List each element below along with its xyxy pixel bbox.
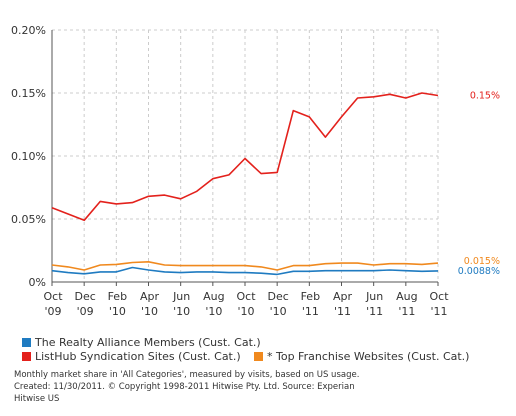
x-tick-label-year: '10 — [270, 305, 287, 318]
x-tick-label: Feb — [108, 290, 127, 303]
x-tick-label: Aug — [203, 290, 224, 303]
x-tick-label-year: '10 — [109, 305, 126, 318]
y-tick-label: 0.10% — [11, 150, 46, 163]
legend-label-franchise: * Top Franchise Websites (Cust. Cat.) — [267, 350, 470, 363]
x-tick-label: Oct — [43, 290, 63, 303]
x-tick-label: Oct — [429, 290, 449, 303]
legend-item-realty-alliance: The Realty Alliance Members (Cust. Cat.) — [22, 336, 261, 349]
x-tick-label: Apr — [333, 290, 353, 303]
x-tick-label: Dec — [75, 290, 96, 303]
series-line-realty-alliance — [51, 266, 439, 276]
x-tick-label-year: '11 — [334, 305, 351, 318]
x-tick-label-year: '11 — [398, 305, 415, 318]
x-tick-label: Aug — [396, 290, 417, 303]
legend-swatch-realty-alliance — [22, 338, 31, 347]
x-tick-label: Apr — [140, 290, 160, 303]
end-label-listhub: 0.15% — [470, 91, 500, 102]
x-tick-label-year: '11 — [302, 305, 319, 318]
end-label-realty-alliance: 0.0088% — [458, 266, 500, 277]
x-tick-label-year: '11 — [366, 305, 383, 318]
x-tick-label-year: '10 — [205, 305, 222, 318]
axes — [51, 30, 438, 283]
footnote-methodology: Monthly market share in 'All Categories'… — [14, 370, 360, 380]
y-tick-label: 0.20% — [11, 24, 46, 37]
y-tick-label: 0% — [29, 276, 46, 289]
series-line-franchise — [51, 260, 439, 271]
x-tick-label: Oct — [236, 290, 256, 303]
end-labels: 0.15% 0.015%0.0088% — [458, 91, 500, 277]
x-tick-label-year: '10 — [173, 305, 190, 318]
series-line-listhub — [51, 92, 439, 222]
series-lines — [51, 92, 439, 276]
legend-label-listhub: ListHub Syndication Sites (Cust. Cat.) — [35, 350, 241, 363]
x-tick-label-year: '10 — [237, 305, 254, 318]
legend: The Realty Alliance Members (Cust. Cat.)… — [22, 336, 512, 364]
legend-item-franchise: * Top Franchise Websites (Cust. Cat.) — [254, 350, 469, 363]
x-tick-label-year: '10 — [141, 305, 158, 318]
x-tick-label: Jun — [365, 290, 383, 303]
x-tick-label: Feb — [301, 290, 320, 303]
y-tick-label: 0.15% — [11, 87, 46, 100]
footnote-source: Created: 11/30/2011. © Copyright 1998-20… — [14, 382, 355, 404]
legend-label-realty-alliance: The Realty Alliance Members (Cust. Cat.) — [35, 336, 261, 349]
legend-item-listhub: ListHub Syndication Sites (Cust. Cat.) — [22, 350, 241, 363]
line-chart: 0% 0.05% 0.10% 0.15% 0.20% Oct '09 Dec '09 Feb '1… — [11, 24, 500, 318]
x-tick-label-year: '09 — [77, 305, 94, 318]
x-tick-label: Jun — [172, 290, 190, 303]
x-axis-ticks: Oct '09 Dec '09 Feb '10 Apr '10 Jun '10 Aug '10 Oct '… — [43, 282, 449, 318]
legend-swatch-franchise — [254, 352, 263, 361]
y-tick-label: 0.05% — [11, 213, 46, 226]
grid-lines — [52, 29, 439, 282]
chart-footnote: Monthly market share in 'All Categories'… — [14, 369, 364, 405]
legend-swatch-listhub — [22, 352, 31, 361]
x-tick-label-year: '11 — [430, 305, 447, 318]
x-tick-label: Dec — [268, 290, 289, 303]
end-label-franchise: 0.015% — [464, 256, 500, 267]
y-axis-ticks: 0% 0.05% 0.10% 0.15% 0.20% — [11, 24, 46, 289]
x-tick-label-year: '09 — [44, 305, 61, 318]
